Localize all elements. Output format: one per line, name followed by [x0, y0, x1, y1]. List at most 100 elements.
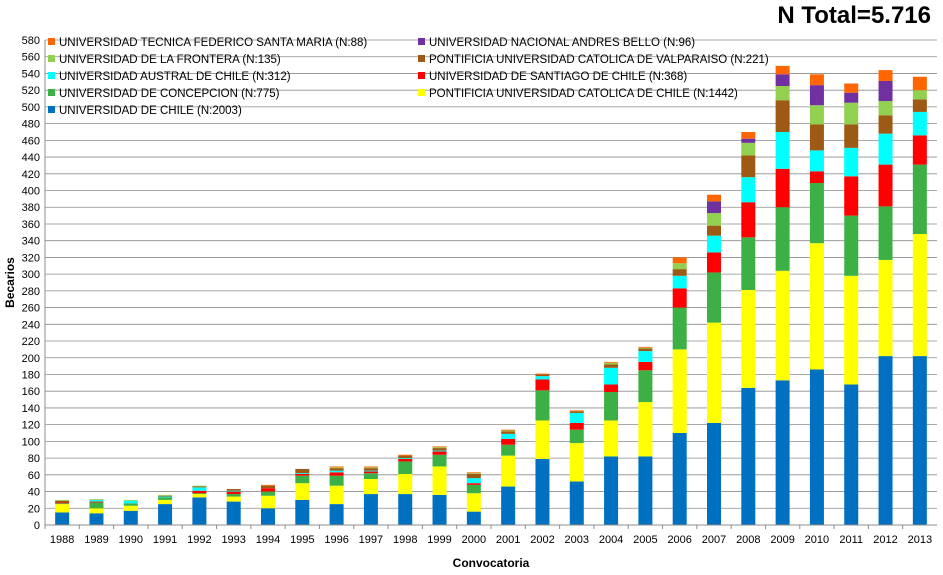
bar-segment [363, 471, 378, 474]
bar-segment [809, 105, 824, 125]
bar-segment [192, 490, 207, 494]
bar-segment [569, 481, 584, 525]
bar-segment [89, 499, 104, 500]
bar-segment [501, 438, 516, 445]
bar-segment [741, 138, 756, 143]
bar-segment [844, 176, 859, 216]
bar-segment [878, 164, 893, 207]
x-tick-label: 2006 [667, 534, 691, 546]
bar-segment [672, 288, 687, 308]
bar-segment [432, 454, 447, 467]
bar-segment [535, 420, 550, 459]
bar-segment [775, 207, 790, 271]
bar-segment [363, 470, 378, 472]
bar-segment [363, 467, 378, 469]
y-tick-label: 20 [28, 503, 40, 515]
bar-segment [432, 450, 447, 452]
bar-segment [741, 387, 756, 525]
bar-segment [912, 76, 927, 91]
bar-segment [741, 131, 756, 139]
bar-segment [741, 202, 756, 238]
bar-segment [638, 347, 653, 349]
legend-swatch [418, 55, 425, 62]
bar-segment [295, 473, 310, 476]
x-tick-label: 2007 [702, 534, 726, 546]
bar-segment [638, 348, 653, 352]
bar-segment [398, 458, 413, 462]
bar-segment [775, 168, 790, 208]
legend-swatch [48, 72, 55, 79]
x-tick-label: 1991 [153, 534, 177, 546]
bar-segment [604, 420, 619, 457]
bar-segment [844, 384, 859, 525]
legend-label: UNIVERSIDAD NACIONAL ANDRES BELLO (N:96) [429, 37, 695, 49]
legend: UNIVERSIDAD TECNICA FEDERICO SANTA MARIA… [48, 37, 769, 117]
x-tick-label: 2013 [908, 534, 932, 546]
bar-segment [638, 402, 653, 457]
bar-segment [741, 237, 756, 291]
bar-segment [809, 150, 824, 172]
x-tick-label: 1995 [290, 534, 314, 546]
bar-segment [226, 490, 241, 492]
bar-segment [638, 456, 653, 525]
bar-segment [844, 147, 859, 177]
bar-segment [363, 473, 378, 480]
bar-segment [261, 484, 275, 486]
bar-segment [363, 494, 378, 525]
bar-segment [741, 142, 756, 156]
bar-segment [535, 390, 550, 421]
y-tick-label: 520 [22, 85, 40, 97]
bar-segment [432, 451, 447, 455]
bar-segment [638, 351, 653, 362]
x-tick-label: 1992 [187, 534, 211, 546]
legend-swatch [48, 106, 55, 113]
y-tick-label: 40 [28, 487, 40, 499]
bar-segment [158, 499, 173, 505]
bar-segment [363, 479, 378, 495]
bar-segment [604, 361, 619, 363]
bar-segment [707, 272, 721, 323]
bar-segment [158, 496, 173, 498]
bar-segment [912, 99, 927, 112]
bar-segment [329, 466, 344, 468]
x-tick-label: 1999 [427, 534, 451, 546]
bar-segment [844, 92, 859, 103]
bar-segment [158, 497, 173, 500]
bar-segment [741, 155, 756, 178]
y-tick-label: 420 [22, 169, 40, 181]
bar-segment [638, 361, 653, 371]
bar-segment [398, 461, 413, 474]
bar-segment [89, 501, 104, 503]
bar-segment [672, 257, 687, 264]
bar-segment [912, 164, 927, 234]
bar-segment [295, 473, 310, 474]
x-tick-label: 2012 [873, 534, 897, 546]
bar-segment [55, 499, 70, 501]
legend-label: UNIVERSIDAD DE CHILE (N:2003) [59, 105, 242, 117]
bars [55, 65, 927, 525]
legend-swatch [48, 38, 55, 45]
legend-label: UNIVERSIDAD DE LA FRONTERA (N:135) [59, 54, 281, 66]
bar-segment [466, 473, 481, 474]
y-tick-label: 160 [22, 386, 40, 398]
bar-segment [809, 124, 824, 151]
bar-segment [466, 483, 481, 485]
x-tick-label: 2000 [462, 534, 486, 546]
x-tick-label: 1990 [119, 534, 143, 546]
bar-segment [912, 111, 927, 136]
bar-segment [707, 422, 721, 525]
bar-segment [604, 364, 619, 368]
bar-segment [329, 468, 344, 471]
bar-segment [329, 504, 344, 525]
bar-segment [912, 90, 927, 100]
x-tick-label: 2011 [839, 534, 863, 546]
y-axis-title: Becarios [3, 257, 17, 308]
bar-segment [604, 392, 619, 421]
bar-segment [569, 412, 584, 423]
y-tick-label: 400 [22, 186, 40, 198]
x-tick-label: 2008 [736, 534, 760, 546]
legend-label: UNIVERSIDAD DE SANTIAGO DE CHILE (N:368) [429, 71, 687, 83]
legend-swatch [48, 55, 55, 62]
